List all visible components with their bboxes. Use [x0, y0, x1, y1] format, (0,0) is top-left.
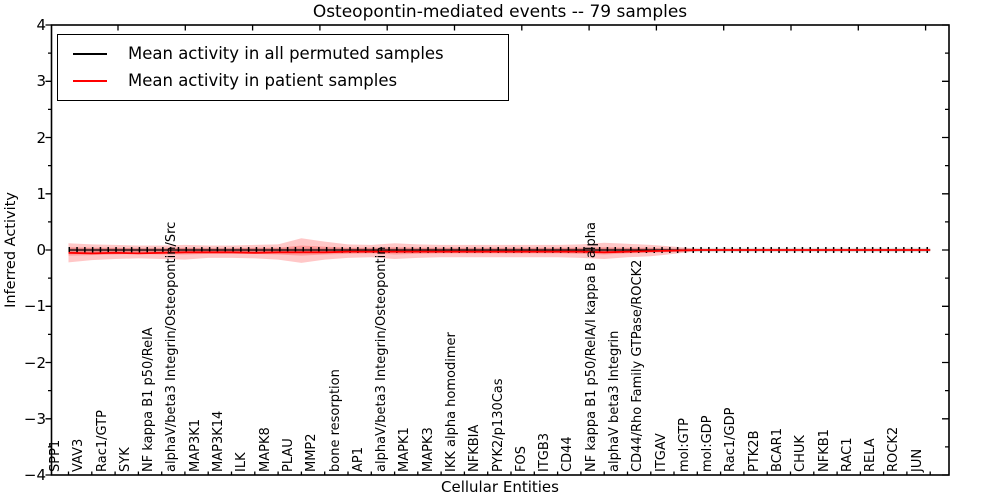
x-tick-label: NF kappa B1 p50/RelA/I kappa B alpha: [583, 222, 599, 472]
x-tick-label: mol:GTP: [676, 418, 692, 472]
y-tick-label: −3: [23, 409, 46, 428]
x-tick-label: MAP3K14: [211, 410, 226, 472]
x-tick-label: AP1: [350, 446, 366, 472]
legend-label-permuted: Mean activity in all permuted samples: [128, 43, 444, 63]
y-tick-label: 2: [36, 128, 46, 147]
y-tick-label: 4: [36, 16, 46, 34]
legend-item-permuted: Mean activity in all permuted samples: [73, 43, 508, 65]
x-tick-label: SPP1: [48, 439, 63, 472]
x-tick-label: VAV3: [71, 438, 87, 472]
black-line-swatch-icon: [73, 52, 107, 55]
x-tick-label: NFKB1: [816, 429, 832, 472]
x-tick-label: ROCK2: [886, 426, 902, 472]
x-tick-label: MAPK8: [257, 427, 273, 472]
chart-title: Osteopontin-mediated events -- 79 sample…: [312, 2, 688, 22]
axis-ticks: [45, 24, 949, 476]
x-tick-label: JUN: [909, 448, 925, 472]
x-tick-label: alphaV/beta3 Integrin/Osteopontin: [374, 246, 390, 472]
red-line-swatch-icon: [73, 80, 107, 83]
y-tick-label: 0: [36, 241, 46, 259]
patient-mean-line: [68, 249, 931, 255]
y-tick-label: 3: [36, 72, 46, 91]
x-tick-label: Rac1/GDP: [723, 407, 739, 472]
x-tick-label: alphaV/beta3 Integrin/Osteopontin/Src: [164, 221, 180, 472]
x-tick-label: PYK2/p130Cas: [490, 378, 506, 472]
x-tick-label: CD44: [560, 436, 576, 472]
x-tick-label: NF kappa B1 p50/RelA: [141, 327, 157, 472]
x-tick-label: PTK2B: [746, 430, 762, 473]
x-tick-label: MAPK1: [397, 427, 413, 472]
x-tick-label: CD44/Rho Family GTPase/ROCK2: [630, 259, 646, 472]
x-tick-label: PLAU: [280, 438, 296, 472]
legend-label-patient: Mean activity in patient samples: [128, 71, 398, 91]
x-tick-label: SYK: [117, 447, 133, 472]
x-tick-label: BCAR1: [770, 428, 785, 472]
y-tick-label: −4: [23, 466, 46, 484]
y-tick-label: −1: [23, 297, 46, 316]
x-tick-label: RAC1: [839, 437, 855, 472]
x-tick-label: MAP3K1: [187, 418, 203, 472]
x-tick-label: CHUK: [793, 435, 809, 472]
legend-item-patient: Mean activity in patient samples: [73, 70, 508, 92]
legend: Mean activity in all permuted samples Me…: [57, 34, 509, 101]
x-tick-label: IKK alpha homodimer: [443, 332, 459, 472]
x-tick-label: ITGAV: [653, 433, 669, 472]
x-tick-label: FOS: [513, 446, 529, 472]
x-tick-label: mol:GDP: [700, 415, 716, 472]
x-tick-label: NFKBIA: [467, 424, 483, 472]
x-tick-label: RELA: [863, 438, 879, 472]
y-tick-label: −2: [23, 353, 46, 372]
x-tick-label: MAPK3: [420, 427, 436, 472]
x-tick-label: MMP2: [304, 433, 320, 472]
x-tick-label: ITGB3: [537, 432, 553, 472]
x-tick-label: ILK: [234, 452, 250, 472]
x-axis-label: Cellular Entities: [441, 478, 559, 496]
x-tick-label: alphaV beta3 Integrin: [607, 330, 622, 472]
y-tick-label: 1: [36, 184, 46, 203]
x-tick-label: Rac1/GTP: [94, 410, 110, 472]
x-tick-label: bone resorption: [327, 369, 343, 472]
